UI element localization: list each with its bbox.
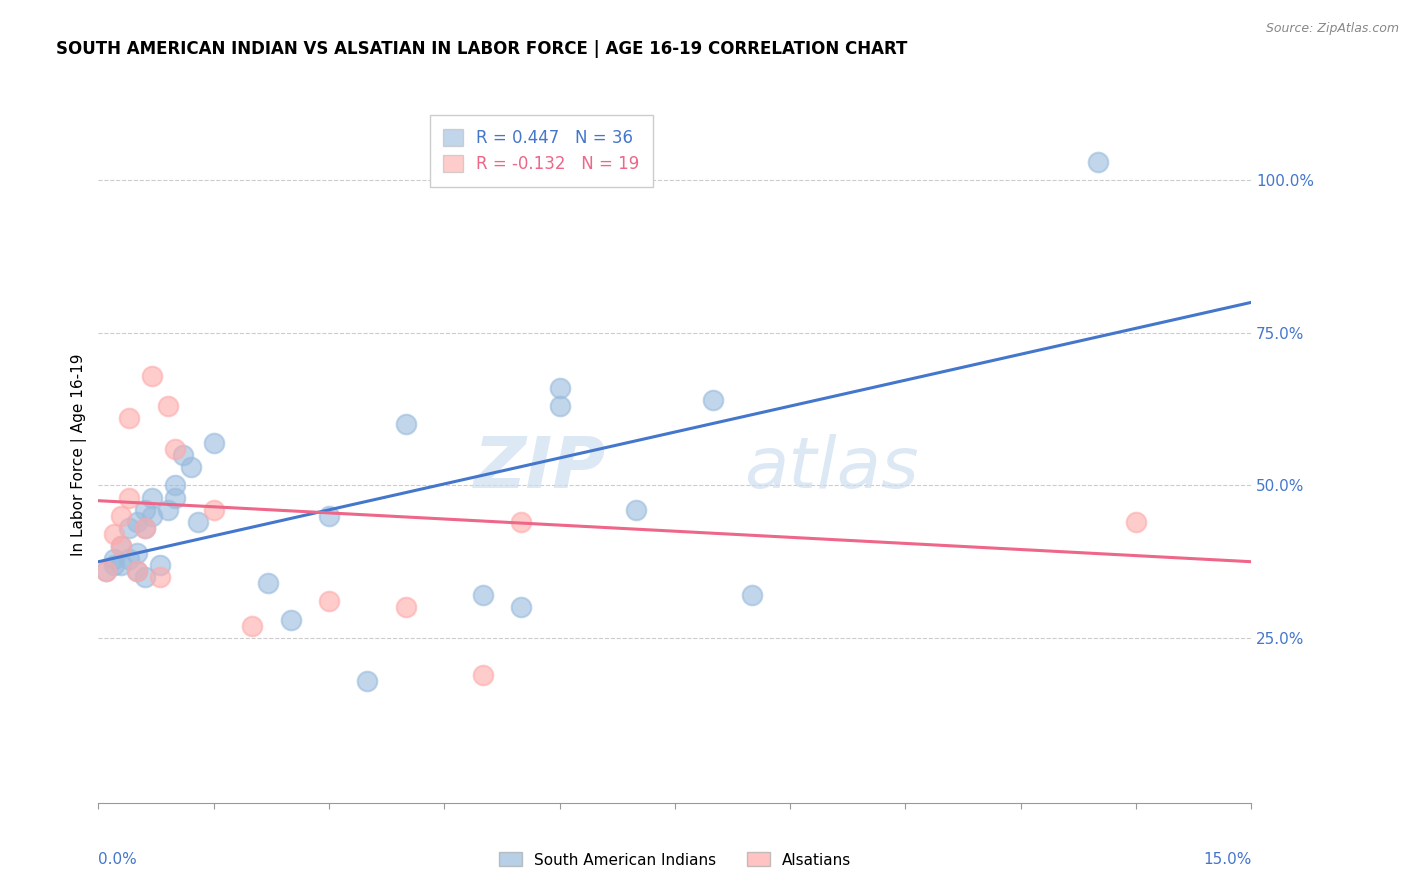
Text: 0.0%: 0.0% <box>98 852 138 866</box>
Point <box>141 491 163 505</box>
Point <box>395 417 418 432</box>
Point <box>125 515 148 529</box>
Legend: R = 0.447   N = 36, R = -0.132   N = 19: R = 0.447 N = 36, R = -0.132 N = 19 <box>430 115 652 186</box>
Point <box>103 527 125 541</box>
Point <box>1125 515 1147 529</box>
Point <box>187 515 209 529</box>
Point <box>356 673 378 688</box>
Point <box>94 564 117 578</box>
Point <box>180 460 202 475</box>
Y-axis label: In Labor Force | Age 16-19: In Labor Force | Age 16-19 <box>72 353 87 557</box>
Text: 15.0%: 15.0% <box>1204 852 1251 866</box>
Point <box>702 392 724 407</box>
Point <box>395 600 418 615</box>
Point <box>256 576 278 591</box>
Point <box>103 558 125 572</box>
Point <box>741 588 763 602</box>
Point <box>156 399 179 413</box>
Point <box>165 442 187 456</box>
Point <box>548 381 571 395</box>
Point <box>134 570 156 584</box>
Point <box>240 619 263 633</box>
Text: ZIP: ZIP <box>474 434 606 503</box>
Point <box>280 613 302 627</box>
Point <box>110 508 132 523</box>
Point <box>110 558 132 572</box>
Point <box>134 503 156 517</box>
Point <box>125 545 148 559</box>
Point <box>103 551 125 566</box>
Point <box>141 508 163 523</box>
Point <box>626 503 648 517</box>
Text: Source: ZipAtlas.com: Source: ZipAtlas.com <box>1265 22 1399 36</box>
Point <box>149 570 172 584</box>
Point <box>471 588 494 602</box>
Point <box>510 515 533 529</box>
Point <box>318 594 340 608</box>
Point <box>125 564 148 578</box>
Point <box>1087 155 1109 169</box>
Point <box>548 399 571 413</box>
Point <box>118 491 141 505</box>
Point <box>134 521 156 535</box>
Point <box>202 503 225 517</box>
Point <box>118 521 141 535</box>
Point <box>510 600 533 615</box>
Point <box>165 478 187 492</box>
Point <box>149 558 172 572</box>
Point <box>141 368 163 383</box>
Point <box>118 551 141 566</box>
Point <box>110 540 132 554</box>
Point <box>318 508 340 523</box>
Point <box>471 667 494 681</box>
Point <box>125 564 148 578</box>
Point <box>110 540 132 554</box>
Point <box>134 521 156 535</box>
Text: atlas: atlas <box>744 434 918 503</box>
Text: SOUTH AMERICAN INDIAN VS ALSATIAN IN LABOR FORCE | AGE 16-19 CORRELATION CHART: SOUTH AMERICAN INDIAN VS ALSATIAN IN LAB… <box>56 40 908 58</box>
Point <box>165 491 187 505</box>
Point <box>172 448 194 462</box>
Point <box>118 411 141 425</box>
Point <box>202 435 225 450</box>
Point <box>156 503 179 517</box>
Point <box>94 564 117 578</box>
